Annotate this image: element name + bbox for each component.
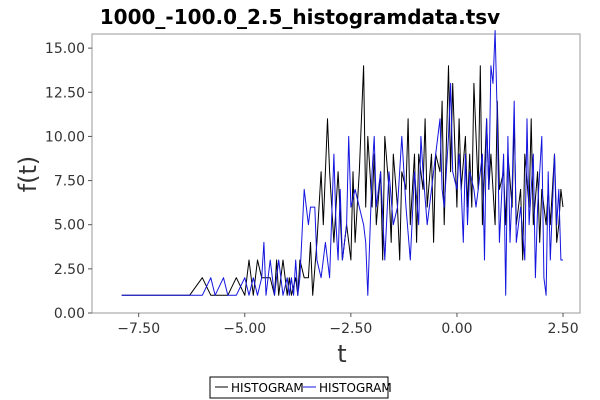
y-tick-label: 0.00	[54, 306, 85, 322]
y-tick-label: 7.50	[54, 174, 85, 190]
y-axis-label: f(t)	[14, 156, 42, 193]
y-tick-label: 10.00	[45, 129, 85, 145]
series-layer	[121, 30, 564, 296]
x-tick-label: −2.50	[329, 321, 372, 337]
y-axis: 0.00 2.50 5.00 7.50 10.00 12.50 15.00	[45, 41, 92, 322]
x-tick-label: 0.00	[441, 321, 472, 337]
legend-box	[209, 376, 389, 399]
chart-title: 1000_-100.0_2.5_histogramdata.tsv	[100, 5, 500, 29]
legend: HISTOGRAM HISTOGRAM	[209, 376, 392, 399]
x-tick-label: −5.00	[223, 321, 266, 337]
x-axis-label: t	[337, 340, 346, 368]
legend-label-series-2: HISTOGRAM	[319, 381, 392, 395]
y-tick-label: 5.00	[54, 218, 85, 234]
y-tick-label: 12.50	[45, 85, 85, 101]
x-tick-label: −7.50	[117, 321, 160, 337]
legend-label-series-1: HISTOGRAM	[231, 381, 304, 395]
x-tick-label: 2.50	[547, 321, 578, 337]
y-tick-label: 2.50	[54, 262, 85, 278]
series-line-2	[121, 30, 563, 296]
x-axis: −7.50 −5.00 −2.50 0.00 2.50	[117, 313, 579, 337]
y-tick-label: 15.00	[45, 41, 85, 57]
